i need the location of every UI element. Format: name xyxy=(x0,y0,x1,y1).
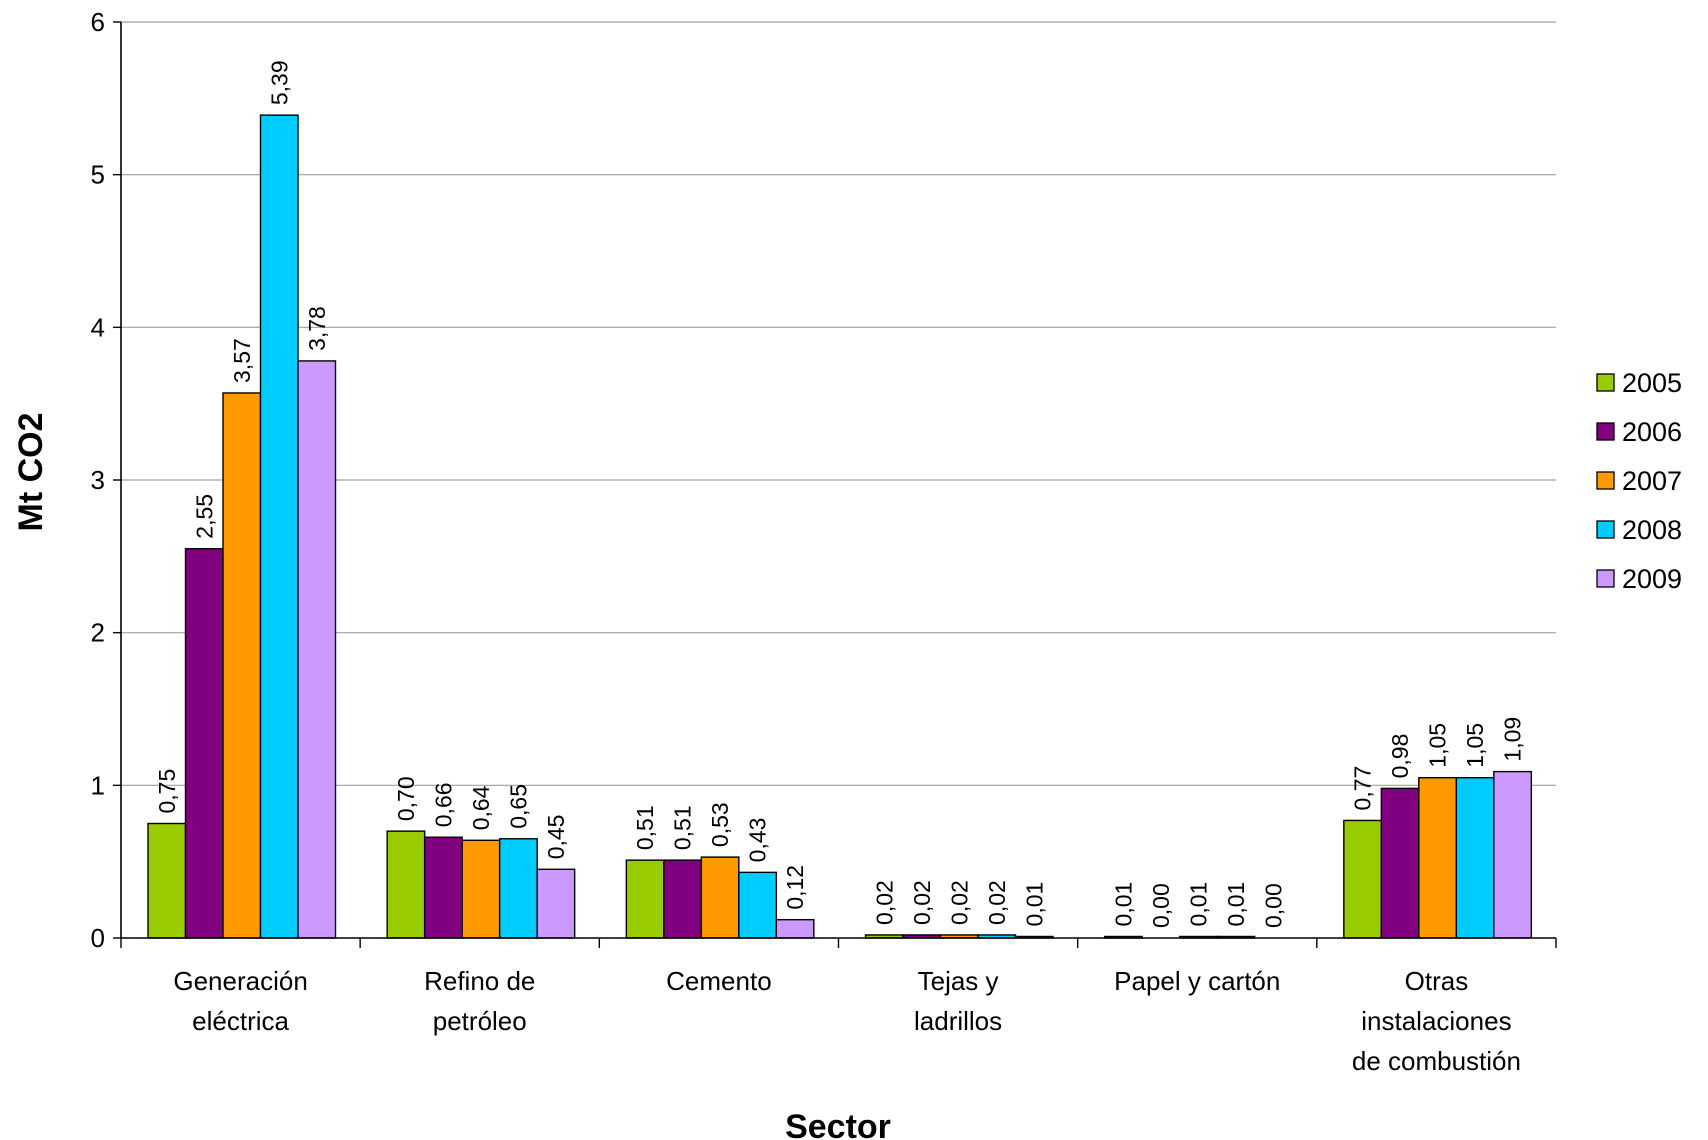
legend-swatch-2009 xyxy=(1596,569,1615,588)
legend-swatch-2008 xyxy=(1596,520,1615,539)
data-label: 0,70 xyxy=(393,776,419,821)
category-label: eléctrica xyxy=(192,1006,289,1036)
data-label: 0,01 xyxy=(1021,882,1047,927)
data-label: 2,55 xyxy=(191,494,217,539)
data-label: 0,00 xyxy=(1260,883,1286,928)
data-label: 0,65 xyxy=(505,784,531,829)
bar-2007 xyxy=(700,856,740,939)
bars xyxy=(147,114,1533,939)
data-label: 0,01 xyxy=(1223,882,1249,927)
legend-swatch-2007 xyxy=(1596,471,1615,490)
category-label: Generación xyxy=(173,966,307,996)
bar-2008 xyxy=(738,871,778,939)
category-label: Papel y cartón xyxy=(1114,966,1280,996)
bar-2009 xyxy=(775,918,815,939)
x-category-labels: Generación eléctrica Refino de petróleo Ceme… xyxy=(173,966,1521,1076)
bar-2007 xyxy=(1418,777,1458,939)
category-label: Tejas y xyxy=(918,966,999,996)
bar-2005 xyxy=(386,830,426,939)
data-label: 0,02 xyxy=(909,880,935,925)
data-label: 0,51 xyxy=(632,805,658,850)
y-tick-label: 0 xyxy=(91,923,105,953)
legend: 2005 2006 2007 2008 2009 xyxy=(1596,368,1682,594)
category-label: instalaciones xyxy=(1361,1006,1511,1036)
data-label: 0,51 xyxy=(670,805,696,850)
bar-2007 xyxy=(461,839,501,939)
data-label: 0,66 xyxy=(430,782,456,827)
data-label: 0,45 xyxy=(543,815,569,860)
bar-2007 xyxy=(222,392,262,939)
data-label: 0,02 xyxy=(984,880,1010,925)
category-label: petróleo xyxy=(433,1006,527,1036)
x-axis-title: Sector xyxy=(785,1108,891,1140)
data-label: 0,43 xyxy=(745,818,771,863)
bar-2005 xyxy=(147,822,187,939)
data-label: 0,01 xyxy=(1110,882,1136,927)
data-label: 0,53 xyxy=(707,802,733,847)
data-label: 0,98 xyxy=(1387,734,1413,779)
bar-2006 xyxy=(423,836,463,939)
data-label: 5,39 xyxy=(266,60,292,105)
y-tick-label: 5 xyxy=(91,160,105,190)
bar-2006 xyxy=(1380,787,1420,939)
bar-2005 xyxy=(1343,819,1383,939)
category-label: Otras xyxy=(1405,966,1469,996)
y-axis-title: Mt CO2 xyxy=(12,413,50,532)
data-label: 0,01 xyxy=(1185,882,1211,927)
data-label: 0,00 xyxy=(1148,883,1174,928)
data-label: 0,64 xyxy=(468,785,494,830)
data-label: 3,78 xyxy=(304,306,330,351)
bar-2008 xyxy=(259,114,299,939)
data-label: 3,57 xyxy=(229,338,255,383)
legend-label: 2007 xyxy=(1622,466,1682,496)
category-label: Cemento xyxy=(666,966,772,996)
data-label: 0,77 xyxy=(1350,766,1376,811)
y-tick-label: 1 xyxy=(91,770,105,800)
bar-2005 xyxy=(625,859,665,939)
y-tick-label: 4 xyxy=(91,312,105,342)
gridlines xyxy=(121,21,1556,786)
category-label: Refino de xyxy=(424,966,535,996)
bar-2009 xyxy=(536,868,576,939)
legend-label: 2006 xyxy=(1622,417,1682,447)
axes xyxy=(113,21,1557,948)
data-label: 1,09 xyxy=(1500,717,1526,762)
data-label: 1,05 xyxy=(1425,723,1451,768)
legend-label: 2008 xyxy=(1622,515,1682,545)
bar-2009 xyxy=(297,360,337,939)
y-tick-label: 2 xyxy=(91,618,105,648)
bar-2008 xyxy=(1455,777,1495,939)
legend-label: 2005 xyxy=(1622,368,1682,398)
y-tick-labels: 0 1 2 3 4 5 6 xyxy=(91,7,105,953)
data-label: 0,02 xyxy=(946,880,972,925)
y-tick-label: 6 xyxy=(91,7,105,37)
category-label: de combustión xyxy=(1352,1046,1521,1076)
bar-2008 xyxy=(498,838,538,939)
data-label: 0,75 xyxy=(154,769,180,814)
bar-2006 xyxy=(663,859,703,939)
category-label: ladrillos xyxy=(914,1006,1002,1036)
legend-swatch-2006 xyxy=(1596,422,1615,441)
bar-2006 xyxy=(184,548,224,939)
legend-swatch-2005 xyxy=(1596,373,1615,392)
data-label: 0,12 xyxy=(782,865,808,910)
bar-2009 xyxy=(1493,770,1533,939)
data-label: 1,05 xyxy=(1462,723,1488,768)
y-tick-label: 3 xyxy=(91,465,105,495)
data-labels: 0,75 0,70 0,51 0,02 0,01 0,77 2,55 0,66 0,51 0,02… xyxy=(154,60,1526,928)
legend-label: 2009 xyxy=(1622,564,1682,594)
data-label: 0,02 xyxy=(871,880,897,925)
